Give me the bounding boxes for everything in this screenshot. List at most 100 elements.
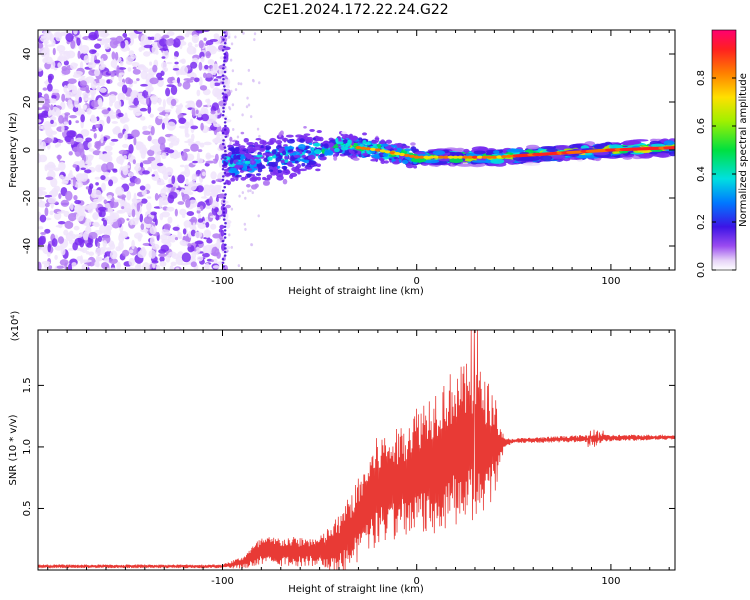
- spectrogram-cell: [158, 253, 167, 258]
- spectrogram-cell: [185, 100, 195, 104]
- spectrogram-cell: [132, 159, 136, 165]
- spectrogram-cell: [195, 30, 205, 34]
- spectrogram-cell: [54, 254, 58, 260]
- spectrogram-cell: [177, 231, 182, 239]
- spectrogram-cell: [110, 267, 116, 270]
- spectrogram-cell: [63, 56, 67, 62]
- spectrogram-edge-cell: [222, 78, 225, 81]
- spectrogram-cell: [69, 103, 74, 110]
- spectrogram-y-label: Frequency (Hz): [8, 112, 19, 188]
- spectrogram-cell: [200, 122, 204, 131]
- spectrogram-cell: [105, 161, 114, 171]
- spectrogram-cell: [63, 60, 69, 66]
- spectrogram-cell: [253, 38, 256, 42]
- spectrogram-edge-cell: [221, 132, 225, 135]
- spectrogram-cell: [158, 97, 162, 106]
- spectrogram-cell: [83, 54, 90, 64]
- spectrogram-cell: [88, 251, 95, 256]
- spectrogram-cell: [105, 224, 113, 231]
- spectrogram-cell: [298, 143, 306, 150]
- spectrogram-cell: [97, 38, 102, 42]
- spectrogram-cell: [650, 143, 666, 148]
- spectrogram-cell: [51, 88, 60, 94]
- spectrogram-cell: [251, 191, 254, 195]
- spectrogram-cell: [190, 261, 197, 268]
- spectrogram-cell: [81, 264, 85, 270]
- spectrogram-cell: [47, 243, 52, 253]
- spectrogram-cell: [410, 142, 416, 146]
- spectrogram-cell: [156, 162, 164, 167]
- spectrogram-cell: [190, 133, 195, 141]
- spectrogram-cell: [103, 199, 108, 205]
- spectrogram-cell: [162, 201, 167, 206]
- spectrogram-edge-cell: [223, 70, 227, 74]
- spectrogram-cell: [663, 140, 675, 146]
- spectrogram-cell: [251, 168, 258, 171]
- spectrogram-cell: [111, 51, 116, 60]
- spectrogram-cell: [137, 250, 147, 259]
- spectrogram-cell: [121, 84, 128, 94]
- spectrogram-cell: [51, 238, 58, 247]
- spectrogram-cell: [299, 138, 305, 143]
- spectrogram-x-label: Height of straight line (km): [288, 286, 424, 297]
- spectrogram-cell: [197, 149, 203, 153]
- spectrogram-cell: [365, 142, 372, 146]
- spectrogram-cell: [193, 77, 200, 83]
- spectrogram-cell: [161, 152, 167, 160]
- spectrogram-edge-cell: [223, 52, 227, 56]
- spectrogram-cell: [361, 152, 369, 156]
- spectrogram-cell: [230, 42, 234, 46]
- spectrogram-cell: [227, 144, 233, 148]
- spectrogram-cell: [154, 150, 162, 156]
- spectrogram-edge-cell: [223, 182, 227, 185]
- spectrogram-cell: [38, 226, 44, 230]
- spectrogram-cell: [51, 94, 57, 100]
- spectrogram-cell: [184, 167, 191, 178]
- spectrogram-cell: [117, 132, 123, 139]
- spectrogram-cell: [73, 30, 78, 35]
- spectrogram-cell: [204, 262, 210, 270]
- spectrogram-cell: [158, 198, 163, 209]
- spectrogram-cell: [244, 227, 247, 231]
- spectrogram-cell: [255, 138, 262, 141]
- spectrogram-cell: [192, 160, 198, 164]
- spectrogram-cell: [149, 145, 159, 151]
- spectrogram-cell: [212, 233, 221, 239]
- spectrogram-cell: [229, 136, 233, 142]
- spectrogram-cell: [410, 146, 417, 152]
- spectrogram-cell: [151, 174, 155, 177]
- spectrogram-edge-cell: [221, 261, 225, 264]
- spectrogram-cell: [38, 67, 43, 72]
- spectrogram-cell: [168, 178, 172, 185]
- spectrogram-cell: [154, 218, 158, 226]
- spectrogram-cell: [234, 35, 237, 39]
- spectrogram-cell: [211, 69, 217, 76]
- spectrogram-cell: [165, 254, 171, 263]
- spectrogram-cell: [147, 105, 152, 114]
- spectrogram-edge-cell: [224, 150, 227, 153]
- spectrogram-cell: [232, 143, 241, 147]
- spectrogram-cell: [117, 81, 125, 87]
- spectrogram-cell: [413, 165, 418, 169]
- spectrogram-cell: [73, 194, 78, 201]
- spectrogram-cell: [277, 169, 282, 174]
- spectrogram-cell: [211, 180, 216, 184]
- spectrogram-cell: [76, 142, 85, 153]
- spectrogram-cell: [254, 159, 262, 163]
- spectrogram-cell: [47, 196, 57, 204]
- spectrogram-cell: [89, 183, 94, 190]
- spectrogram-cell: [210, 223, 217, 230]
- spectrogram-cell: [68, 230, 74, 237]
- spectrogram-cell: [213, 184, 222, 191]
- spectrogram-cell: [137, 94, 142, 102]
- spectrogram-cell: [149, 77, 159, 85]
- spectrogram-cell: [151, 44, 158, 55]
- spectrogram-edge-cell: [224, 153, 228, 156]
- spectrogram-cell: [173, 56, 178, 60]
- snr-x-ticks: -100 0 100: [47, 330, 670, 587]
- spectrogram-cell: [224, 119, 232, 123]
- snr-y-multiplier: (x10⁴): [10, 311, 21, 342]
- spectrogram-cell: [211, 102, 220, 111]
- spectrogram-cell: [371, 139, 379, 144]
- spectrogram-cell: [232, 127, 235, 131]
